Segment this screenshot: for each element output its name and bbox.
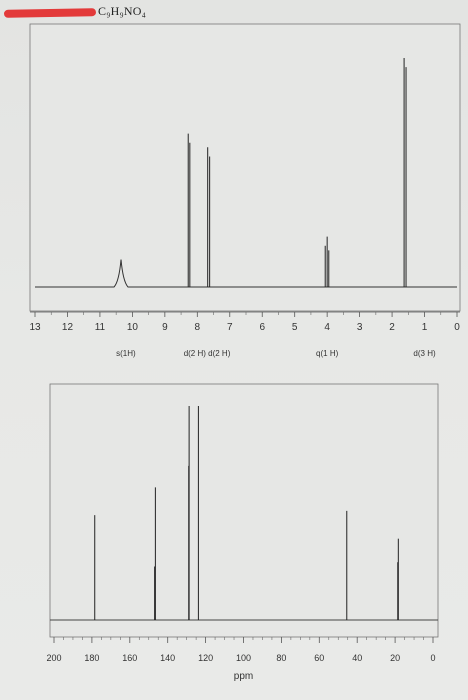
- h-nmr-multiplicity-label: q(1 H): [316, 349, 339, 358]
- h-nmr-multiplicity-label: d(3 H): [413, 349, 436, 358]
- c-nmr-x-axis-label: ppm: [234, 671, 253, 682]
- h-nmr-tick-label: 1: [422, 322, 428, 333]
- h-nmr-tick-label: 6: [259, 322, 265, 333]
- h-nmr-plot-frame: [29, 23, 461, 312]
- h-nmr-multiplicity-label: d(2 H) d(2 H): [184, 349, 231, 358]
- h-nmr-tick-label: 0: [454, 322, 460, 333]
- h-nmr-spectrum: 13 12 11 10 9 8 7 6 5 4 3 2 1 0 s(1H) d(2 H) d(2 H) q(1…: [29, 23, 461, 358]
- c-nmr-tick-label: 140: [160, 653, 175, 663]
- h-nmr-tick-label: 8: [195, 322, 201, 333]
- h-nmr-tick-label: 7: [227, 322, 233, 333]
- h-nmr-baseline: [35, 259, 457, 288]
- c-nmr-tick-label: 80: [276, 653, 286, 663]
- c-nmr-spectrum: 200 180 160 140 120 100 80 60 40 20 0 ppm: [46, 383, 439, 682]
- h-nmr-multiplicity-label: s(1H): [116, 349, 136, 358]
- h-nmr-tick-label: 9: [162, 322, 168, 333]
- h-nmr-tick-label: 2: [389, 322, 395, 333]
- h-nmr-tick-label: 13: [29, 322, 41, 333]
- c-nmr-tick-label: 0: [430, 653, 435, 663]
- c-nmr-tick-label: 160: [122, 653, 137, 663]
- h-nmr-tick-label: 5: [292, 322, 298, 333]
- c-nmr-tick-label: 60: [314, 653, 324, 663]
- c-nmr-tick-label: 200: [46, 653, 61, 663]
- c-nmr-tick-label: 120: [198, 653, 213, 663]
- c-nmr-tick-label: 180: [84, 653, 99, 663]
- h-nmr-tick-label: 3: [357, 322, 363, 333]
- h-nmr-tick-label: 11: [95, 322, 106, 333]
- c-nmr-tick-label: 100: [236, 653, 251, 663]
- c-nmr-plot-frame: [49, 383, 439, 638]
- c-nmr-tick-label: 20: [390, 653, 400, 663]
- h-nmr-tick-label: 4: [324, 322, 330, 333]
- h-nmr-tick-label: 12: [62, 322, 74, 333]
- c-nmr-tick-label: 40: [352, 653, 362, 663]
- h-nmr-tick-label: 10: [127, 322, 139, 333]
- molecular-formula: C₉H₉NO₄: [98, 4, 146, 18]
